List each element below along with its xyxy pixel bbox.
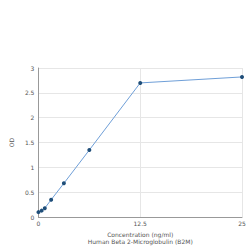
svg-text:2.5: 2.5 xyxy=(25,89,35,96)
svg-text:3: 3 xyxy=(31,65,35,72)
svg-text:OD: OD xyxy=(8,137,15,147)
svg-text:0: 0 xyxy=(31,214,35,221)
svg-text:12.5: 12.5 xyxy=(134,220,148,227)
svg-text:Concentration (ng/ml): Concentration (ng/ml) xyxy=(107,231,174,238)
svg-text:2: 2 xyxy=(31,114,35,121)
svg-text:1: 1 xyxy=(31,164,35,171)
svg-text:0: 0 xyxy=(37,220,41,227)
svg-text:0.5: 0.5 xyxy=(25,189,35,196)
svg-text:Human Beta 2-Microglobulin (B2: Human Beta 2-Microglobulin (B2M) xyxy=(88,238,193,246)
svg-text:25: 25 xyxy=(238,220,246,227)
svg-text:1.5: 1.5 xyxy=(25,139,35,146)
